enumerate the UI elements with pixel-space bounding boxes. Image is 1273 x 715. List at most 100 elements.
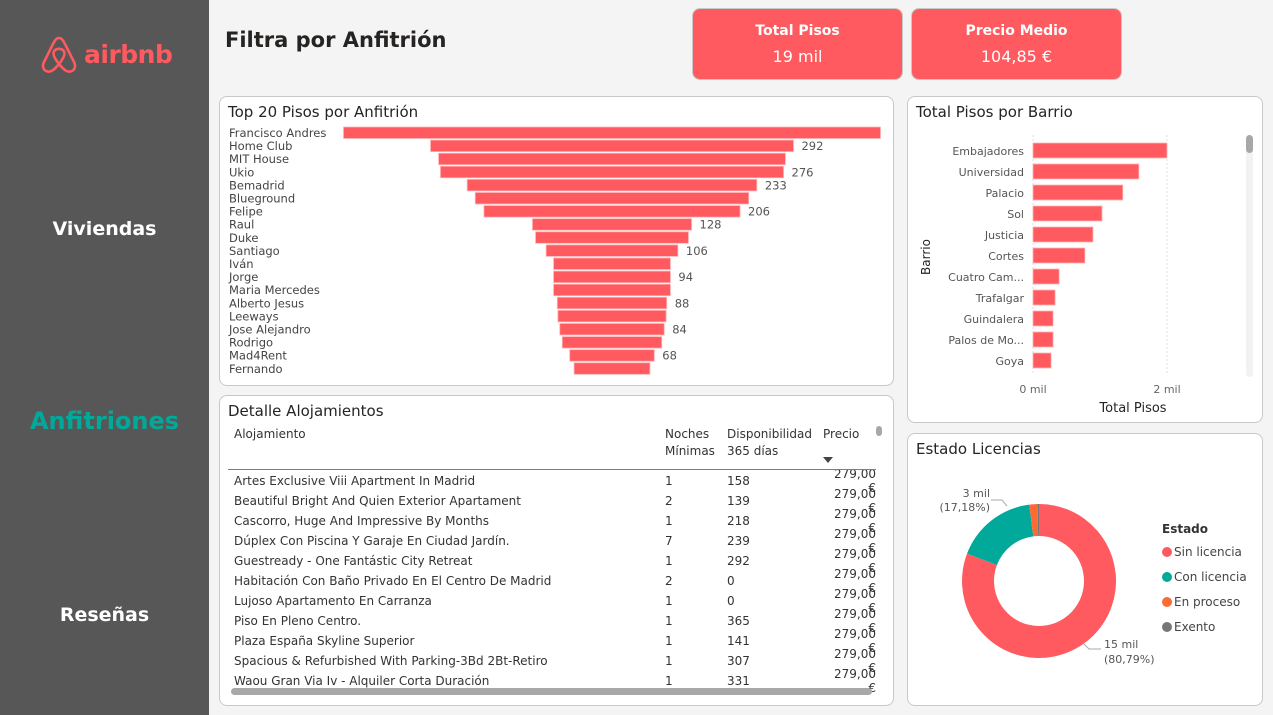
legend-dot-icon — [1162, 547, 1172, 557]
table-cell: 1 — [665, 514, 673, 528]
legend-label: Exento — [1174, 620, 1216, 634]
table-row[interactable]: Lujoso Apartamento En Carranza 1 0 279,00 € — [228, 587, 876, 615]
col-header-text: Disponibilidad — [727, 427, 812, 441]
table-row[interactable]: Guestready - One Fantástic City Retreat 1… — [228, 547, 876, 575]
airbnb-logo[interactable]: airbnb — [40, 34, 173, 74]
barrio-scrollbar-thumb[interactable] — [1246, 135, 1253, 153]
barrio-bar[interactable] — [1032, 331, 1054, 348]
funnel-bar[interactable] — [483, 205, 741, 218]
barrio-bar[interactable] — [1032, 163, 1140, 180]
table-body: Artes Exclusive Viii Apartment In Madrid… — [228, 467, 876, 695]
sidebar: airbnb Viviendas Anfitriones Reseñas — [0, 0, 209, 715]
legend-item[interactable]: En proceso — [1162, 595, 1240, 609]
legend-item[interactable]: Sin licencia — [1162, 545, 1242, 559]
table-row[interactable]: Habitación Con Baño Privado En El Centro… — [228, 567, 876, 595]
funnel-bar[interactable] — [474, 192, 750, 205]
funnel-bar[interactable] — [557, 309, 667, 323]
table-cell: 0 — [727, 594, 735, 608]
funnel-category-label: Maria Mercedes — [229, 283, 320, 297]
table-row[interactable]: Artes Exclusive Viii Apartment In Madrid… — [228, 467, 876, 495]
table-vertical-scrollbar[interactable] — [876, 426, 882, 436]
barrio-bar[interactable] — [1032, 142, 1168, 159]
funnel-category-label: Fernando — [229, 362, 283, 376]
funnel-bar[interactable] — [440, 165, 784, 179]
donut-slice[interactable] — [962, 504, 1116, 658]
funnel-category-label: Iván — [229, 257, 254, 271]
funnel-bar[interactable] — [553, 283, 671, 297]
table-cell: 218 — [727, 514, 750, 528]
funnel-bar[interactable] — [466, 179, 758, 192]
table-card: Detalle Alojamientos Alojamiento Noches M… — [219, 395, 894, 706]
col-header-alojamiento[interactable]: Alojamiento — [228, 426, 665, 469]
funnel-bar[interactable] — [553, 257, 671, 270]
table-cell: 158 — [727, 474, 750, 488]
barrio-category-label: Trafalgar — [975, 292, 1025, 305]
funnel-category-label: Santiago — [229, 244, 280, 258]
legend-item[interactable]: Exento — [1162, 620, 1215, 634]
funnel-bar[interactable] — [569, 349, 655, 362]
barrio-bar[interactable] — [1032, 268, 1060, 285]
donut-slice[interactable] — [1037, 504, 1039, 537]
donut-slice[interactable] — [1029, 504, 1039, 537]
funnel-bar[interactable] — [343, 126, 881, 139]
table-horizontal-scrollbar[interactable] — [231, 688, 872, 695]
table-row[interactable]: Dúplex Con Piscina Y Garaje En Ciudad Ja… — [228, 527, 876, 555]
funnel-category-label: Ukio — [229, 165, 254, 179]
barrio-category-label: Sol — [1007, 208, 1024, 221]
funnel-bar[interactable] — [532, 218, 692, 231]
table-row[interactable]: Beautiful Bright And Quien Exterior Apar… — [228, 487, 876, 515]
barrio-category-label: Justicia — [984, 229, 1024, 242]
table-cell: Piso En Pleno Centro. — [234, 614, 362, 628]
nav-resenas[interactable]: Reseñas — [59, 604, 150, 626]
funnel-bar[interactable] — [559, 323, 665, 336]
funnel-category-label: Jorge — [228, 270, 258, 284]
funnel-bar[interactable] — [535, 231, 689, 244]
table-cell: 279,00 € — [834, 487, 876, 515]
airbnb-belo-icon — [41, 36, 77, 73]
col-header-noches[interactable]: Noches Mínimas — [665, 426, 727, 469]
table-cell: 1 — [665, 594, 673, 608]
table-row[interactable]: Cascorro, Huge And Impressive By Months 1… — [228, 507, 876, 535]
col-header-text: Noches — [665, 427, 710, 441]
barrio-bar[interactable] — [1032, 310, 1054, 327]
table-cell: 331 — [727, 674, 750, 688]
funnel-data-label: 276 — [792, 165, 814, 179]
table-row[interactable]: Waou Gran Via Iv - Alquiler Corta Duraci… — [228, 667, 876, 695]
funnel-bar[interactable] — [573, 362, 651, 375]
col-header-precio[interactable]: Precio — [823, 426, 876, 469]
table-row[interactable]: Plaza España Skyline Superior 1 141 279,00 … — [228, 627, 876, 655]
leader-line — [1082, 642, 1101, 650]
barrio-scrollbar[interactable] — [1246, 135, 1253, 377]
funnel-bar[interactable] — [561, 336, 663, 349]
table-row[interactable]: Spacious & Refurbished With Parking-3Bd … — [228, 647, 876, 675]
col-header-text: Alojamiento — [234, 427, 306, 441]
barrio-bar[interactable] — [1032, 247, 1086, 264]
funnel-bar[interactable] — [438, 152, 786, 166]
barrio-bar[interactable] — [1032, 184, 1124, 201]
donut-slice[interactable] — [967, 504, 1034, 565]
table-cell: 1 — [665, 654, 673, 668]
funnel-bar[interactable] — [430, 139, 794, 152]
barrio-bar[interactable] — [1032, 352, 1052, 369]
nav-anfitriones[interactable]: Anfitriones — [29, 407, 180, 435]
barrio-bar[interactable] — [1032, 289, 1056, 306]
funnel-bar[interactable] — [553, 270, 671, 284]
barrio-bar[interactable] — [1032, 226, 1094, 243]
nav-viviendas[interactable]: Viviendas — [52, 218, 157, 240]
funnel-category-label: Mad4Rent — [229, 349, 287, 363]
legend-dot-icon — [1162, 572, 1172, 582]
table-cell: Habitación Con Baño Privado En El Centro… — [234, 574, 552, 588]
funnel-bar[interactable] — [556, 296, 668, 310]
col-header-disponibilidad[interactable]: Disponibilidad 365 días — [727, 426, 823, 469]
funnel-category-label: Blueground — [229, 192, 295, 206]
funnel-bar[interactable] — [545, 244, 679, 257]
kpi-label: Precio Medio — [965, 23, 1068, 39]
barrio-category-label: Guindalera — [964, 313, 1024, 326]
funnel-data-label: 84 — [672, 323, 687, 337]
funnel-data-label: 68 — [662, 349, 677, 363]
legend-item[interactable]: Con licencia — [1162, 570, 1247, 584]
barrio-bar[interactable] — [1032, 205, 1103, 222]
barrio-chart: 0 mil 2 mil Embajadores Universidad Palacio S… — [919, 135, 1181, 416]
sort-descending-icon[interactable] — [823, 457, 833, 463]
table-row[interactable]: Piso En Pleno Centro. 1 365 279,00 € — [228, 607, 876, 635]
